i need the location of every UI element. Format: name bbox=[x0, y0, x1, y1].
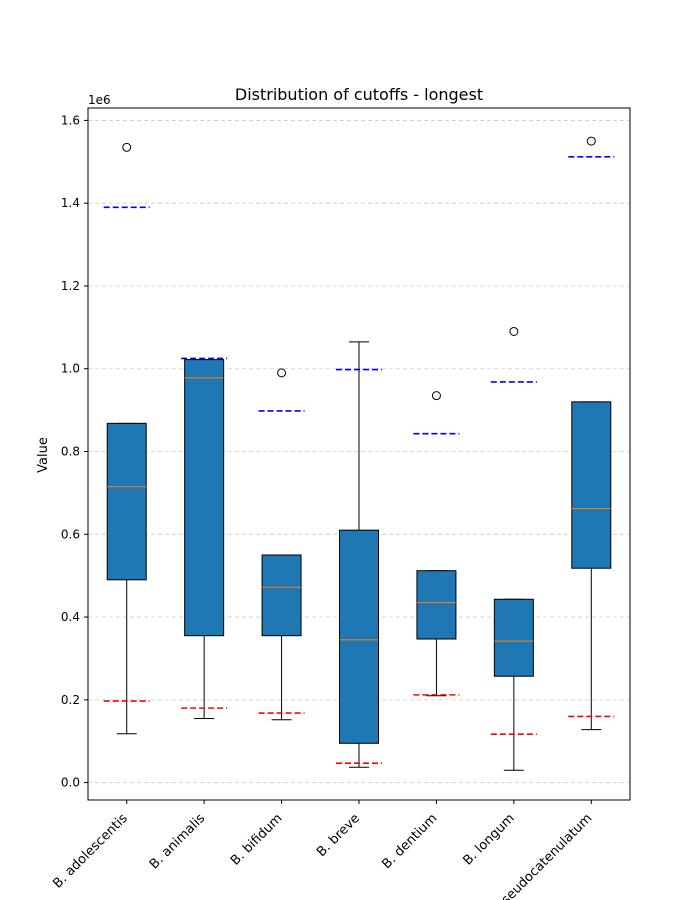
box-iqr bbox=[571, 401, 612, 569]
x-tick-label: B. bifidum bbox=[228, 811, 286, 869]
y-tick-label: 0.0 bbox=[61, 776, 80, 790]
outlier-point bbox=[122, 142, 132, 152]
y-tick-label: 1.2 bbox=[61, 279, 80, 293]
y-tick-label: 0.8 bbox=[61, 445, 80, 459]
x-tick-label: B. longum bbox=[460, 811, 517, 868]
box-iqr bbox=[106, 422, 147, 581]
chart-title: Distribution of cutoffs - longest bbox=[235, 85, 483, 104]
y-tick-label: 0.2 bbox=[61, 693, 80, 707]
y-tick-label: 1.4 bbox=[61, 196, 80, 210]
y-axis-label: Value bbox=[36, 437, 51, 473]
x-ticks: B. adolescentis B. animalis B. bifidum B. b… bbox=[50, 800, 595, 900]
x-tick-label: B. breve bbox=[314, 811, 363, 860]
box-iqr bbox=[184, 359, 225, 637]
outlier-point bbox=[509, 326, 519, 336]
y-tick-label: 0.6 bbox=[61, 527, 80, 541]
grid-lines bbox=[88, 120, 630, 784]
y-ticks: 0.0 0.2 0.4 0.6 0.8 1.0 1.2 1.4 1.6 bbox=[61, 113, 88, 790]
outlier-point bbox=[586, 136, 596, 146]
y-tick-label: 1.6 bbox=[61, 113, 80, 127]
x-tick-label: B. animalis bbox=[147, 811, 208, 872]
outlier-point bbox=[431, 391, 441, 401]
x-tick-label: B. adolescentis bbox=[50, 811, 130, 891]
y-tick-label: 0.4 bbox=[61, 610, 80, 624]
outlier-point bbox=[277, 368, 287, 378]
y-scale-label: 1e6 bbox=[88, 93, 111, 107]
box-iqr bbox=[339, 529, 379, 744]
boxes bbox=[103, 136, 615, 771]
x-tick-label: B. dentium bbox=[379, 811, 440, 872]
box-iqr bbox=[416, 570, 457, 640]
box-iqr bbox=[261, 554, 302, 637]
box-iqr bbox=[493, 598, 534, 677]
y-tick-label: 1.0 bbox=[61, 362, 80, 376]
